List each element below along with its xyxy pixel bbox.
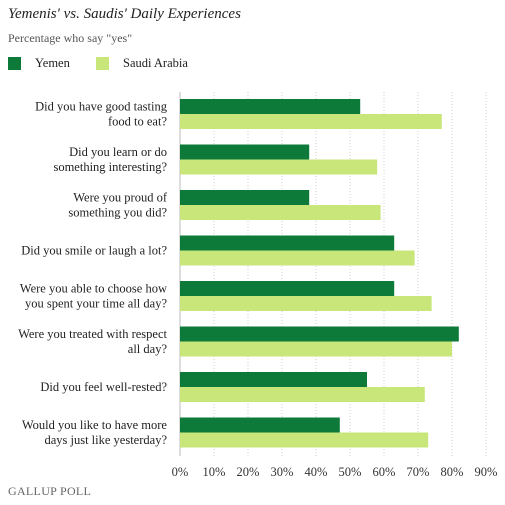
category-label-0: Did you have good tasting food to eat?: [35, 100, 168, 129]
category-label-6: Did you feel well-rested?: [40, 380, 167, 394]
x-tick-label-20: 20%: [237, 465, 260, 479]
chart-subtitle: Percentage who say "yes": [8, 31, 133, 45]
chart-title: Yemenis' vs. Saudis' Daily Experiences: [8, 6, 241, 22]
bar-yemen-0: [180, 99, 361, 114]
bar-yemen-5: [180, 326, 459, 342]
x-tick-label-70: 70%: [407, 465, 430, 479]
category-label-5: Were you treated with respect all day?: [18, 327, 167, 356]
bar-saudi-arabia-7: [180, 432, 429, 448]
bar-yemen-1: [180, 144, 310, 160]
bar-saudi-arabia-2: [180, 205, 381, 220]
footer-brand: GALLUP: [8, 484, 57, 498]
legend-swatch-saudi-arabia: [96, 57, 109, 70]
bar-saudi-arabia-5: [180, 341, 452, 357]
legend-swatch-yemen: [8, 57, 21, 70]
gallup-poll-logo: GALLUP POLL: [8, 484, 91, 499]
x-tick-label-30: 30%: [271, 465, 294, 479]
category-label-1: Did you learn or do something interesting…: [53, 145, 167, 174]
bar-saudi-arabia-6: [180, 387, 425, 402]
category-label-2: Were you proud of something you did?: [68, 191, 167, 220]
bar-saudi-arabia-1: [180, 159, 378, 175]
category-label-7: Would you like to have more days just lik…: [22, 418, 168, 447]
bar-chart: 0% 10% 20% 30% 40% 50% 60% 70% 80% 90% Did you hav…: [18, 92, 498, 479]
legend-label-yemen: Yemen: [35, 56, 70, 70]
x-tick-label-60: 60%: [373, 465, 396, 479]
bar-yemen-6: [180, 372, 367, 387]
x-tick-label-40: 40%: [305, 465, 328, 479]
category-label-3: Did you smile or laugh a lot?: [21, 244, 167, 258]
legend-label-saudi-arabia: Saudi Arabia: [123, 56, 188, 70]
legend-item-yemen: Yemen: [8, 56, 70, 71]
x-tick-label-90: 90%: [475, 465, 498, 479]
x-tick-label-0: 0%: [172, 465, 189, 479]
category-label-4: Were you able to choose how you spent you…: [20, 282, 168, 311]
bar-yemen-4: [180, 281, 395, 296]
x-tick-label-50: 50%: [339, 465, 362, 479]
bar-saudi-arabia-0: [180, 114, 442, 129]
bar-yemen-7: [180, 417, 340, 433]
bar-yemen-2: [180, 190, 310, 205]
footer-suffix: POLL: [56, 484, 92, 498]
x-tick-label-10: 10%: [203, 465, 226, 479]
bar-yemen-3: [180, 235, 395, 251]
bar-saudi-arabia-4: [180, 296, 432, 311]
legend-item-saudi-arabia: Saudi Arabia: [96, 56, 188, 71]
x-tick-label-80: 80%: [441, 465, 464, 479]
bar-saudi-arabia-3: [180, 250, 415, 266]
